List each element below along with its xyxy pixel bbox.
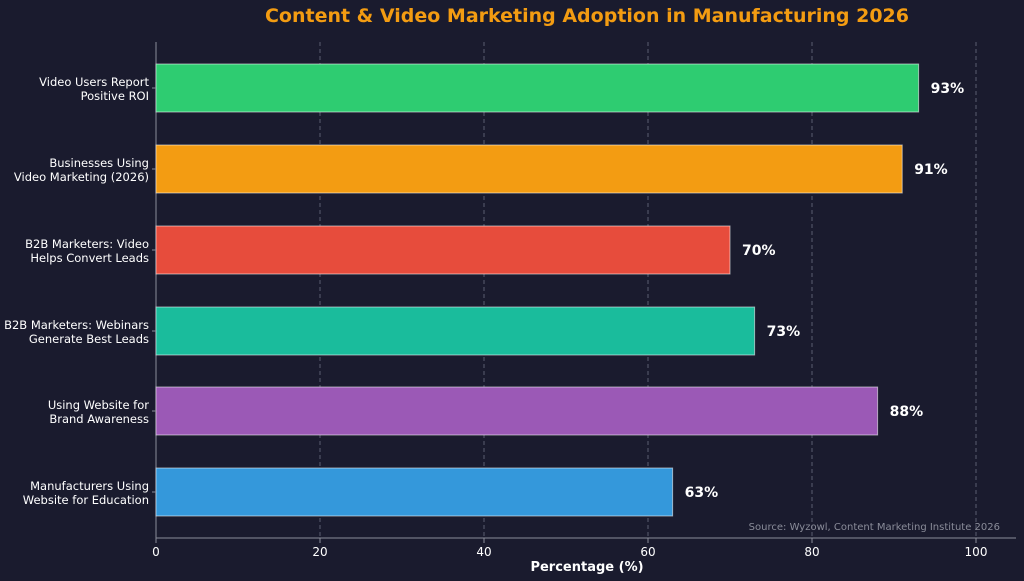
axes: 0 20 40 60 80 100 — [152, 42, 1016, 559]
bar-5 — [155, 386, 879, 436]
x-tick-label-100: 100 — [965, 545, 988, 559]
x-tick-label-60: 60 — [640, 545, 655, 559]
x-tick-label-40: 40 — [476, 545, 491, 559]
category-label-3: B2B Marketers: Video Helps Convert Leads — [25, 237, 149, 265]
bar-value-label-2: 91% — [914, 162, 948, 178]
category-label-5: Using Website for Brand Awareness — [48, 398, 149, 426]
bar-3 — [155, 225, 731, 275]
category-label-1: Video Users Report Positive ROI — [39, 75, 149, 103]
category-label-6: Manufacturers Using Website for Education — [23, 479, 149, 507]
bars: 93% 91% 70% 73% 88% 63% — [155, 63, 965, 517]
bar-1 — [155, 63, 920, 113]
category-labels: Video Users Report Positive ROI Businesses… — [4, 75, 156, 507]
bar-value-label-6: 63% — [685, 485, 719, 501]
bar-value-label-4: 73% — [767, 324, 801, 340]
grid-lines — [319, 42, 977, 538]
x-tick-label-80: 80 — [804, 545, 819, 559]
bar-value-label-5: 88% — [890, 404, 924, 420]
category-label-2: Businesses Using Video Marketing (2026) — [14, 156, 149, 184]
bar-6 — [155, 467, 674, 517]
x-axis-label: Percentage (%) — [530, 560, 643, 575]
source-note: Source: Wyzowl, Content Marketing Instit… — [749, 522, 1000, 533]
chart-title: Content & Video Marketing Adoption in Ma… — [265, 5, 909, 27]
category-label-4: B2B Marketers: Webinars Generate Best Lea… — [4, 318, 149, 346]
bar-4 — [155, 306, 756, 356]
x-tick-label-20: 20 — [312, 545, 327, 559]
bar-value-label-3: 70% — [742, 243, 776, 259]
bar-2 — [155, 144, 903, 194]
x-tick-label-0: 0 — [152, 545, 160, 559]
bar-value-label-1: 93% — [931, 81, 965, 97]
